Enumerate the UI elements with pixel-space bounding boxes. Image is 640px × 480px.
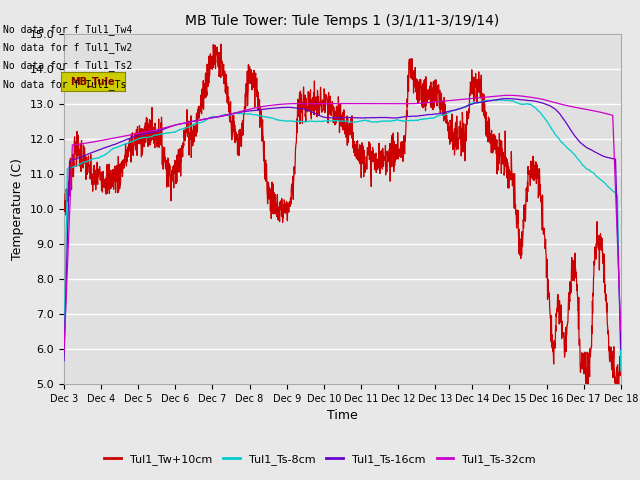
Text: No data for f Tul1_Ts2: No data for f Tul1_Ts2 [3,60,132,72]
Title: MB Tule Tower: Tule Temps 1 (3/1/11-3/19/14): MB Tule Tower: Tule Temps 1 (3/1/11-3/19… [185,14,500,28]
Text: No data for f Tul1_Ts: No data for f Tul1_Ts [3,79,127,90]
X-axis label: Time: Time [327,409,358,422]
Text: No data for f Tul1_Tw4: No data for f Tul1_Tw4 [3,24,132,35]
Text: No data for f Tul1_Tw2: No data for f Tul1_Tw2 [3,42,132,53]
Text: MB_Tule: MB_Tule [70,76,115,87]
Y-axis label: Temperature (C): Temperature (C) [11,158,24,260]
Legend: Tul1_Tw+10cm, Tul1_Ts-8cm, Tul1_Ts-16cm, Tul1_Ts-32cm: Tul1_Tw+10cm, Tul1_Ts-8cm, Tul1_Ts-16cm,… [100,450,540,469]
